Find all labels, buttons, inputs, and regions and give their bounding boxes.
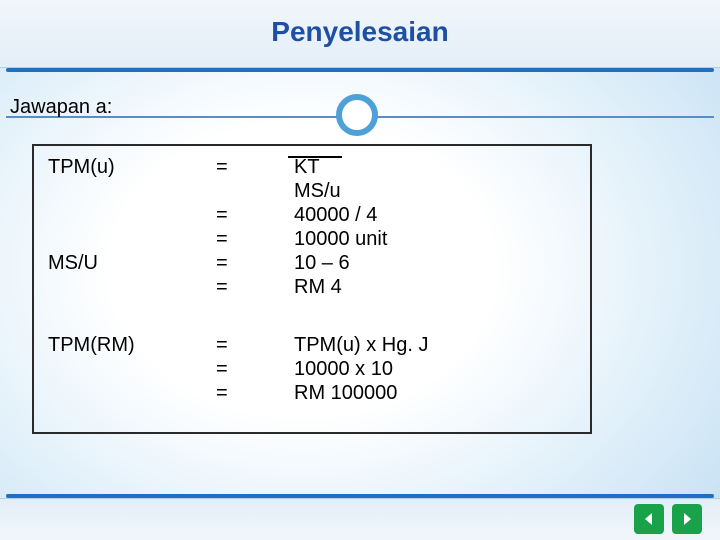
calc-equals: =: [216, 156, 228, 179]
next-button[interactable]: [672, 504, 702, 534]
calc-value: 40000 / 4: [294, 204, 377, 227]
slide: Penyelesaian Jawapan a: TPM(u) = KTMS/u = 40…: [0, 0, 720, 540]
calc-equals: =: [216, 358, 228, 381]
calculation-box: TPM(u) = KTMS/u = 40000 / 4 = 10000 unit MS/U = 1…: [32, 144, 592, 434]
calc-value: KT: [294, 156, 320, 179]
page-title: Penyelesaian: [0, 16, 720, 48]
chevron-right-icon: [679, 511, 695, 527]
calc-value: TPM(u) x Hg. J: [294, 334, 428, 357]
calc-label: TPM(u): [48, 156, 115, 179]
calc-label: MS/U: [48, 252, 98, 275]
ring-decoration: [336, 94, 378, 136]
nav-buttons: [634, 504, 702, 534]
calc-equals: =: [216, 252, 228, 275]
calc-value: RM 100000: [294, 382, 397, 405]
calc-value: RM 4: [294, 276, 342, 299]
prev-button[interactable]: [634, 504, 664, 534]
footer-band: [0, 498, 720, 540]
calc-equals: =: [216, 204, 228, 227]
answer-label: Jawapan a:: [10, 96, 112, 119]
calc-value: MS/u: [294, 180, 341, 203]
calc-value: 10 – 6: [294, 252, 350, 275]
calc-label: TPM(RM): [48, 334, 135, 357]
calc-equals: =: [216, 382, 228, 405]
calc-value: 10000 x 10: [294, 358, 393, 381]
calc-equals: =: [216, 228, 228, 251]
fraction-bar: [288, 156, 342, 158]
calc-value: 10000 unit: [294, 228, 387, 251]
calc-equals: =: [216, 276, 228, 299]
calc-equals: =: [216, 334, 228, 357]
chevron-left-icon: [641, 511, 657, 527]
